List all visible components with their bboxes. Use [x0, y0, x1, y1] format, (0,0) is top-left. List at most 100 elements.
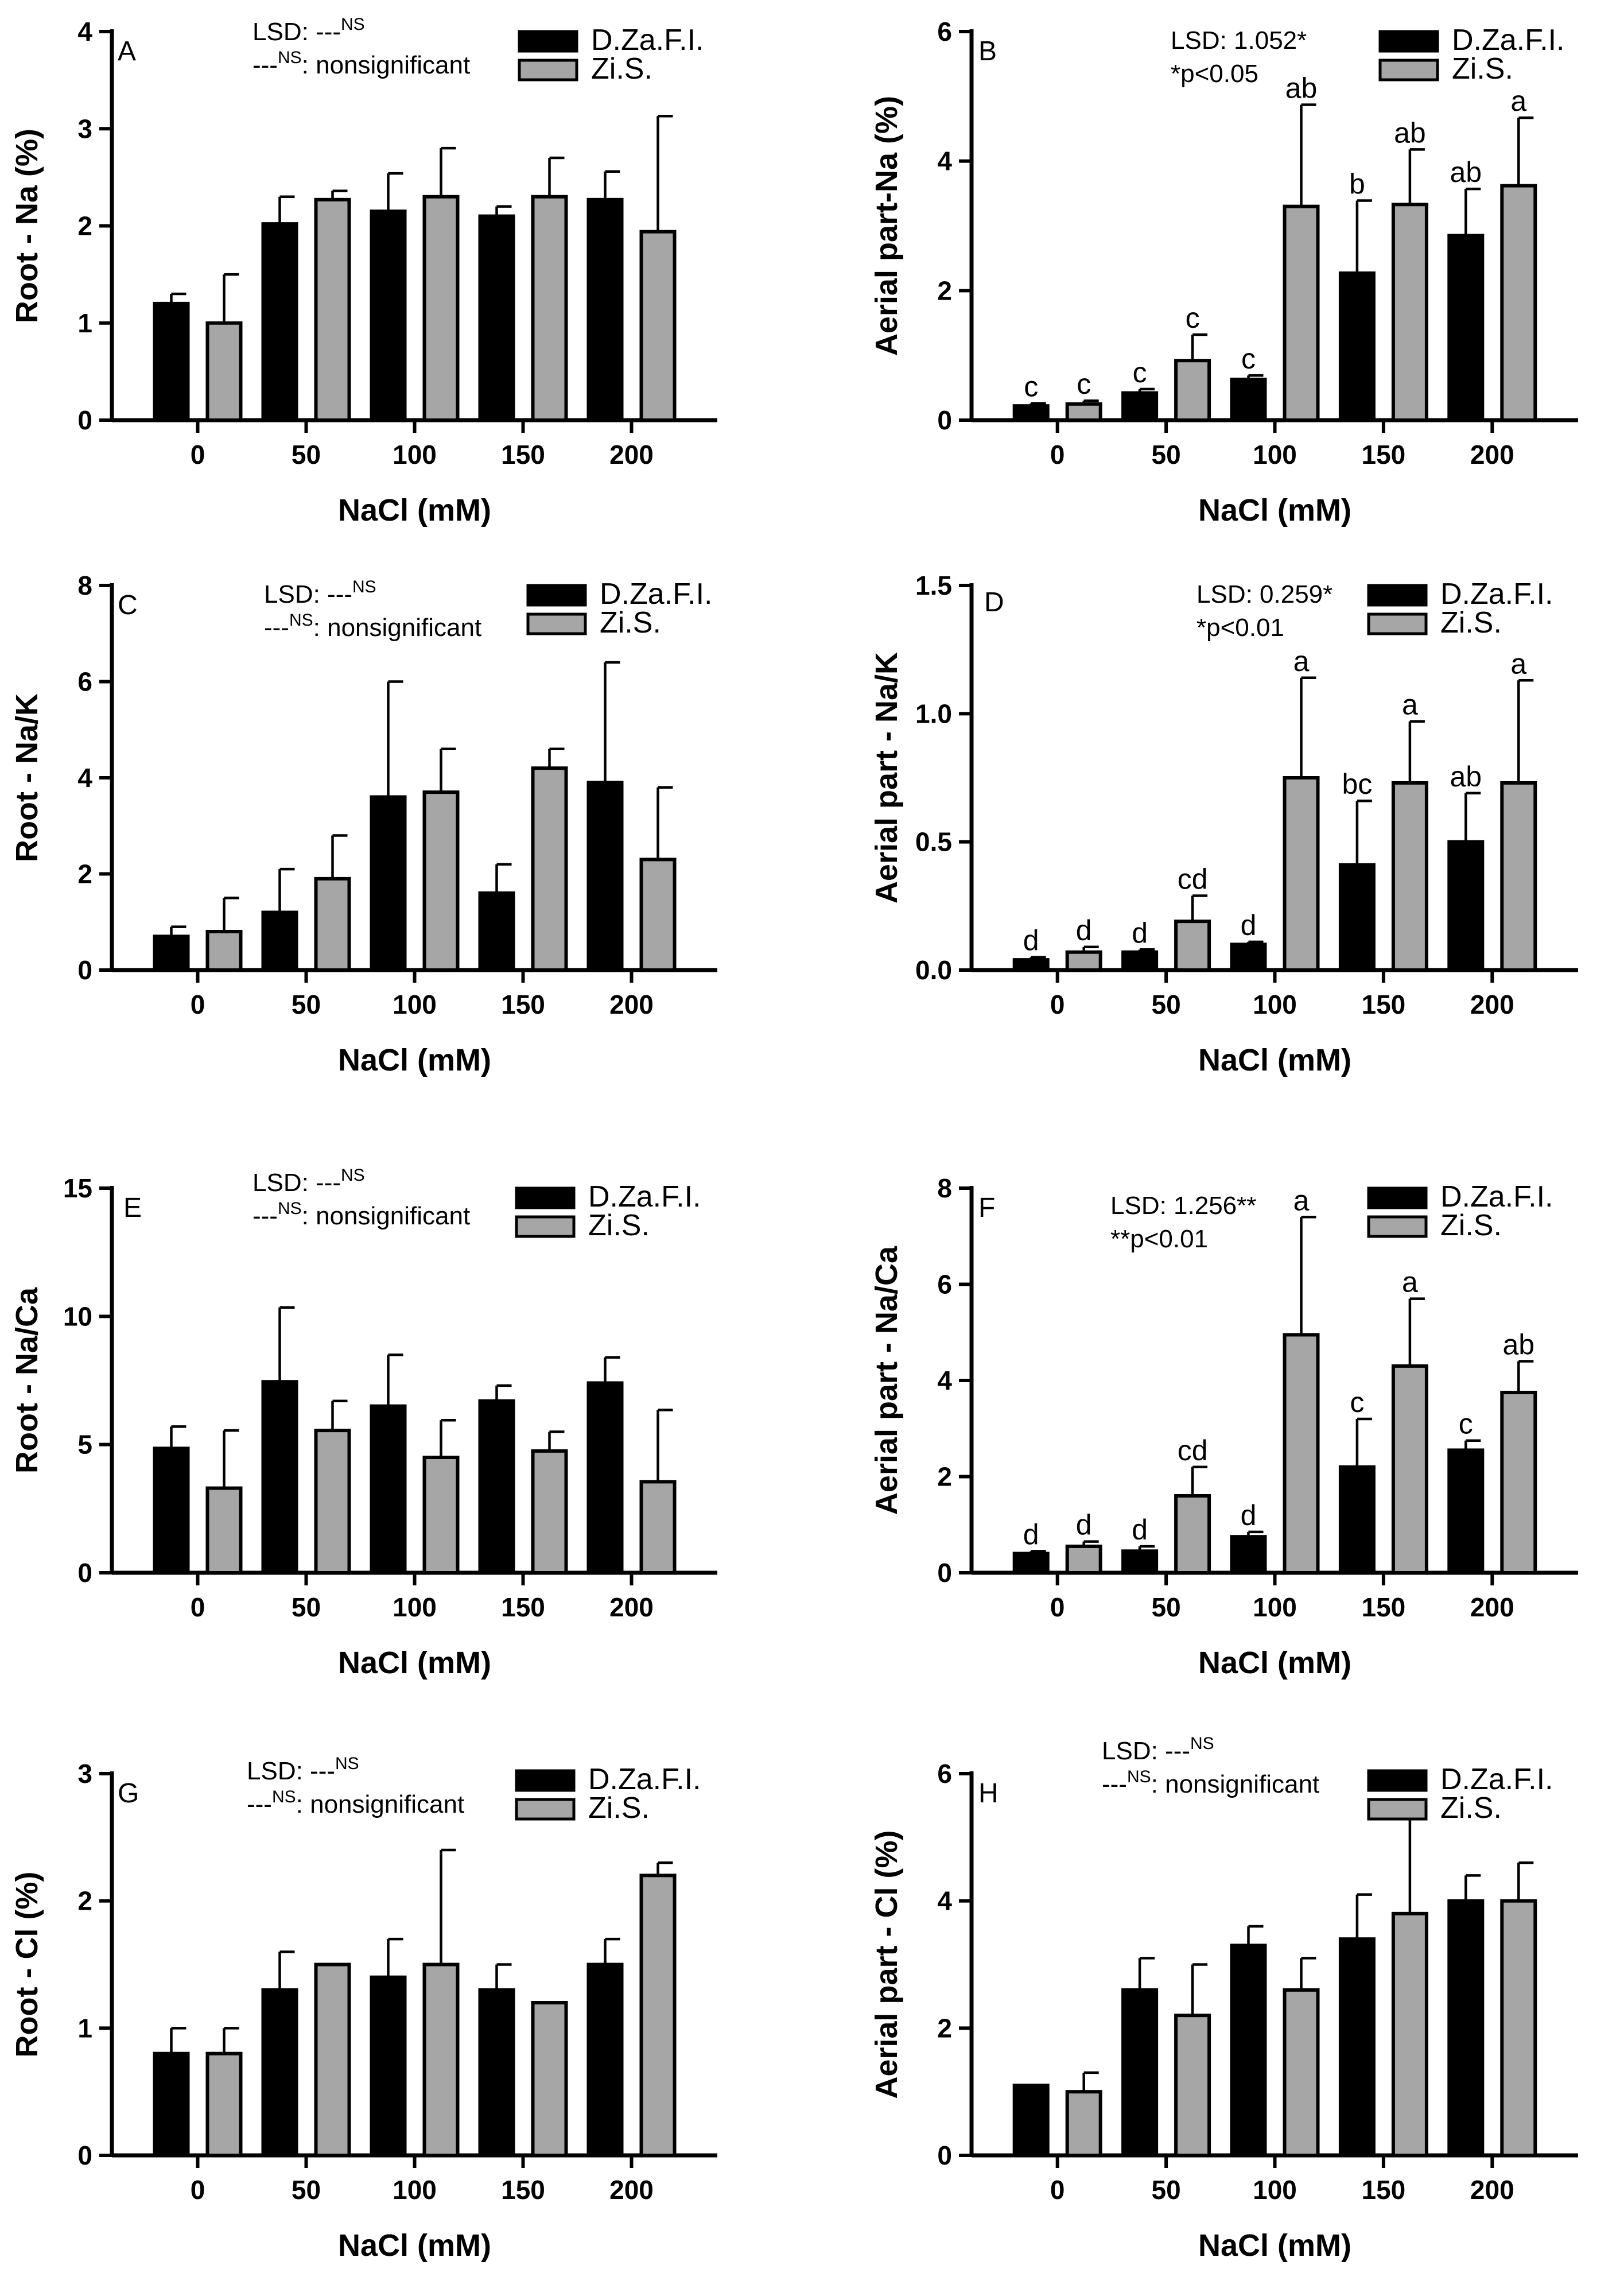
x-tick-label: 200 [1470, 440, 1514, 470]
legend-swatch-zis [518, 59, 578, 82]
legend-swatch-dzafi [518, 30, 578, 53]
x-tick-label: 50 [1152, 440, 1181, 470]
bar [205, 930, 243, 972]
legend-label: Zi.S. [1452, 52, 1513, 86]
lsd-superscript: NS [1190, 1734, 1214, 1753]
bar [1500, 184, 1537, 422]
y-axis-title: Aerial part - Cl (%) [869, 1830, 904, 2099]
x-axis-title: NaCl (mM) [338, 1646, 491, 1680]
significance-label: a [1293, 645, 1310, 677]
bar [370, 210, 407, 422]
significance-label: ab [1450, 761, 1482, 793]
significance-label: d [1023, 925, 1039, 957]
bar [1230, 1535, 1267, 1574]
panel-letter: A [118, 36, 136, 67]
lsd-annotation: LSD: ---NS [264, 577, 376, 608]
note-superscript: NS [278, 1199, 302, 1218]
x-tick-label: 100 [1253, 440, 1297, 470]
panel-letter: G [118, 1778, 139, 1809]
bar [1338, 863, 1376, 972]
lsd-superscript: NS [341, 1166, 365, 1185]
note-text: : nonsignificant [313, 614, 482, 642]
lsd-text: LSD: --- [252, 1169, 341, 1197]
panel-letter: D [984, 587, 1004, 618]
y-axis-title: Root - Cl (%) [10, 1872, 44, 2058]
bar [370, 795, 407, 972]
significance-note: ---NS: nonsignificant [247, 1787, 464, 1818]
bar [1230, 1944, 1267, 2157]
x-tick-label: 150 [501, 1592, 545, 1622]
bar [478, 891, 515, 972]
bar [153, 2051, 190, 2158]
y-axis-title: Root - Na (%) [10, 129, 44, 323]
legend-label: Zi.S. [588, 1209, 650, 1242]
y-tick-label: 0 [937, 405, 952, 435]
x-tick-label: 100 [1253, 990, 1297, 1019]
lsd-superscript: NS [335, 1754, 359, 1773]
y-tick-label: 0 [937, 2140, 952, 2170]
panel-letter: E [123, 1193, 142, 1223]
significance-label: ab [1285, 72, 1318, 104]
bar [1230, 943, 1267, 972]
significance-label: d [1076, 1509, 1092, 1541]
x-axis-title: NaCl (mM) [338, 493, 491, 528]
bar [1012, 404, 1050, 422]
bar [1012, 2084, 1050, 2157]
bar [1121, 1988, 1159, 2157]
significance-note: ---NS: nonsignificant [264, 611, 481, 642]
panel-g: 0 1 2 3 0 50 100 150 200 NaCl (mM) Root - Cl (%) G L… [10, 1754, 717, 2263]
legend-swatch-dzafi [1367, 1769, 1428, 1792]
panel-c: 0 2 4 6 8 0 50 100 150 200 NaCl (mM) Root - Na/K C LS… [10, 571, 717, 1077]
bar [261, 222, 298, 422]
legend-label: D.Za.F.I. [1440, 1180, 1553, 1213]
y-tick-label: 4 [77, 763, 92, 793]
bar [1447, 840, 1485, 972]
x-tick-label: 100 [1253, 1592, 1297, 1622]
y-tick-label: 1 [77, 2013, 92, 2043]
x-tick-label: 200 [609, 2175, 654, 2205]
bar [422, 790, 460, 972]
x-tick-label: 0 [1050, 440, 1065, 470]
significance-label: c [1024, 371, 1038, 403]
bar [261, 910, 298, 972]
bar [1500, 781, 1537, 972]
y-tick-label: 2 [77, 211, 92, 241]
lsd-annotation: LSD: ---NS [1102, 1734, 1214, 1765]
significance-label: c [1133, 356, 1147, 389]
x-tick-label: 0 [191, 2175, 205, 2205]
lsd-annotation: LSD: ---NS [252, 1166, 365, 1197]
y-axis-title: Root - Na/K [10, 693, 44, 862]
lsd-text: LSD: 1.256** [1110, 1192, 1256, 1220]
significance-label: d [1023, 1518, 1039, 1550]
significance-label: bc [1342, 768, 1372, 800]
bar [153, 1446, 190, 1575]
y-tick-label: 0.5 [915, 827, 952, 857]
significance-note: *p<0.05 [1171, 60, 1258, 88]
bar [1283, 204, 1320, 422]
lsd-annotation: LSD: 1.052* [1171, 26, 1307, 55]
x-axis-title: NaCl (mM) [338, 1043, 491, 1077]
significance-label: ab [1394, 117, 1426, 149]
legend-swatch-dzafi [1367, 1186, 1428, 1209]
bar [1391, 781, 1428, 972]
y-tick-label: 6 [937, 1759, 952, 1789]
y-tick-label: 2 [937, 276, 952, 305]
bar [205, 321, 243, 422]
x-axis-title: NaCl (mM) [338, 2228, 491, 2263]
y-tick-label: 6 [937, 17, 952, 46]
bar [1012, 1552, 1050, 1574]
bar [1500, 1390, 1537, 1574]
significance-label: c [1459, 1408, 1473, 1440]
legend-swatch-zis [515, 1798, 576, 1821]
legend-swatch-zis [1367, 1215, 1428, 1238]
bar [422, 195, 460, 422]
lsd-superscript: NS [341, 15, 365, 34]
panel-letter: B [978, 36, 997, 67]
bar [205, 1486, 243, 1575]
bar [261, 1380, 298, 1575]
note-text: : nonsignificant [1151, 1770, 1320, 1798]
legend-label: D.Za.F.I. [1440, 1763, 1553, 1796]
x-tick-label: 0 [191, 440, 205, 470]
significance-label: b [1349, 168, 1365, 200]
